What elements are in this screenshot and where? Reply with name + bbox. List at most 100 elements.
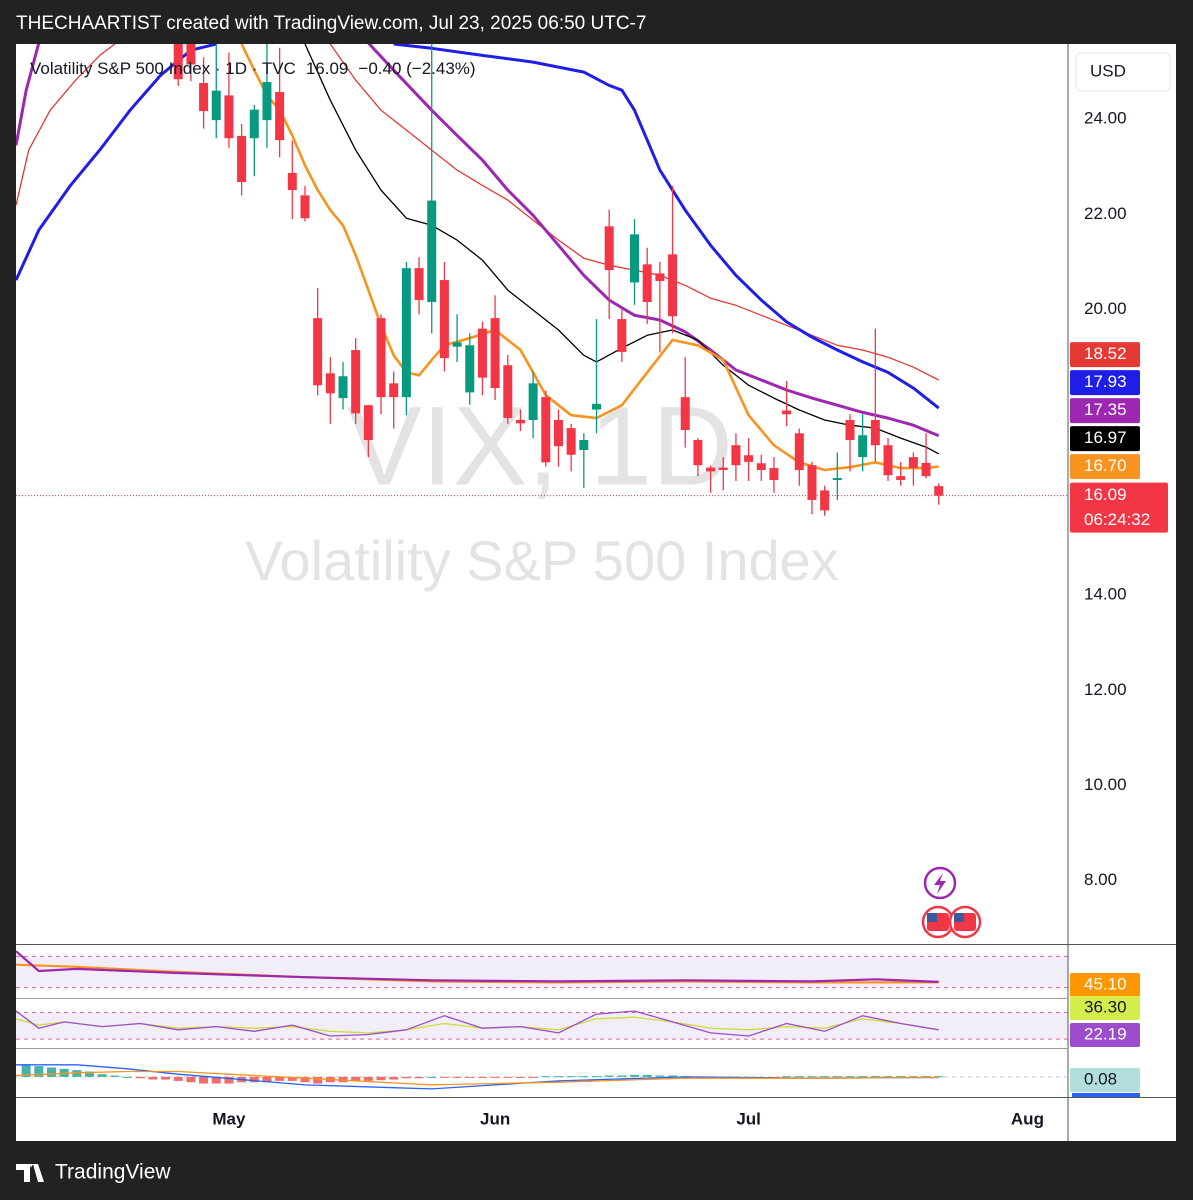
line-value-label: 16.70 <box>1084 456 1127 475</box>
histogram-bar <box>148 1076 158 1080</box>
candle-body <box>503 365 513 419</box>
candle-body <box>807 465 817 500</box>
candle-body <box>794 433 804 470</box>
candle-body <box>858 435 868 458</box>
histogram-bar <box>807 1076 817 1078</box>
histogram-bar <box>173 1076 183 1081</box>
y-tick-label: 20.00 <box>1084 299 1127 318</box>
event-icons[interactable] <box>921 905 982 939</box>
histogram-bar <box>921 1076 931 1078</box>
currency-box[interactable] <box>1075 52 1171 92</box>
candle-body <box>706 467 716 472</box>
histogram-bar <box>249 1076 259 1083</box>
candle-body <box>553 419 563 447</box>
y-tick-label: 8.00 <box>1084 870 1117 889</box>
y-tick-label: 10.00 <box>1084 775 1127 794</box>
candle-body <box>275 92 285 141</box>
histogram-bar <box>655 1075 665 1077</box>
candle-body <box>579 439 589 450</box>
candle-body <box>592 403 602 410</box>
histogram-bar <box>199 1076 209 1084</box>
histogram-bar <box>351 1076 361 1081</box>
watermark-name: Volatility S&P 500 Index <box>245 529 839 592</box>
histogram-bar <box>135 1076 145 1079</box>
candle-body <box>832 478 842 480</box>
candle-body <box>313 318 323 386</box>
histogram-bar <box>85 1071 95 1077</box>
histogram-bar <box>604 1075 614 1077</box>
pane-value-box <box>1070 1068 1140 1092</box>
histogram-bar <box>211 1076 221 1084</box>
pane-value-label: 0.08 <box>1084 1069 1117 1088</box>
candle-body <box>452 342 462 347</box>
histogram-bar <box>338 1076 348 1083</box>
candle-body <box>376 318 386 398</box>
line-value-label: 16.97 <box>1084 428 1127 447</box>
candle-body <box>325 373 335 394</box>
candle-body <box>490 318 500 389</box>
currency: USD <box>1090 61 1126 80</box>
y-tick-label: 22.00 <box>1084 204 1127 223</box>
histogram-bar <box>72 1070 82 1077</box>
candle-body <box>186 44 196 65</box>
histogram-bar <box>503 1076 513 1078</box>
candle-body <box>566 428 576 455</box>
histogram-bar <box>934 1076 944 1078</box>
histogram-bar <box>46 1067 56 1077</box>
histogram-bar <box>642 1074 652 1077</box>
histogram-bar <box>832 1076 842 1078</box>
x-tick-label: Jul <box>736 1109 761 1128</box>
line-value-box <box>1070 426 1140 452</box>
histogram-bar <box>782 1076 792 1078</box>
candle-body <box>363 405 373 440</box>
legend-change: −0.40 (−2.43%) <box>358 59 475 78</box>
histogram-bar <box>566 1076 576 1078</box>
candle-body <box>908 457 918 469</box>
candle-body <box>642 264 652 302</box>
histogram-bar <box>617 1075 627 1077</box>
pane-value-label: 22.19 <box>1084 1024 1127 1043</box>
footer-logo <box>16 1164 44 1182</box>
histogram-bar <box>668 1075 678 1077</box>
candle-body <box>211 90 221 121</box>
last-price-label: 16.09 <box>1084 485 1127 504</box>
line-value-box <box>1070 342 1140 368</box>
footer: TradingView <box>55 1161 171 1184</box>
line-value-box <box>1070 398 1140 424</box>
indicator-panes <box>16 950 1068 1090</box>
histogram-bar <box>224 1076 234 1084</box>
histogram-bar <box>490 1076 500 1078</box>
candle-body <box>896 476 906 480</box>
candle-body <box>300 195 310 219</box>
legend-title: Volatility S&P 500 Index · 1D · TVC <box>30 59 296 78</box>
histogram-bar <box>794 1076 804 1078</box>
candle-body <box>287 172 297 191</box>
pane-value-box <box>1070 996 1140 1020</box>
indicator-line <box>16 950 939 983</box>
line-value-label: 18.52 <box>1084 344 1127 363</box>
histogram-bar <box>262 1076 272 1083</box>
candle-body <box>731 445 741 466</box>
candle-body <box>680 397 690 430</box>
candle-body <box>782 410 792 415</box>
candle-body <box>224 95 234 139</box>
legend: Volatility S&P 500 Index · 1D · TVC 16.09… <box>30 59 476 78</box>
candle-body <box>921 462 931 477</box>
line-value-box <box>1070 370 1140 396</box>
histogram-bar <box>401 1076 411 1079</box>
candle-body <box>249 109 259 139</box>
candle-body <box>693 439 703 466</box>
candle-body <box>515 419 525 424</box>
histogram-bar <box>870 1076 880 1078</box>
lightning-icon[interactable] <box>923 866 957 900</box>
candle-body <box>528 383 538 420</box>
histogram-bar <box>97 1074 107 1077</box>
candle-body <box>668 254 678 317</box>
candle-body <box>756 463 766 470</box>
histogram-bar <box>592 1076 602 1078</box>
histogram-bar <box>21 1064 31 1077</box>
x-tick-label: Aug <box>1011 1109 1044 1128</box>
pane-value-box <box>1070 1023 1140 1047</box>
